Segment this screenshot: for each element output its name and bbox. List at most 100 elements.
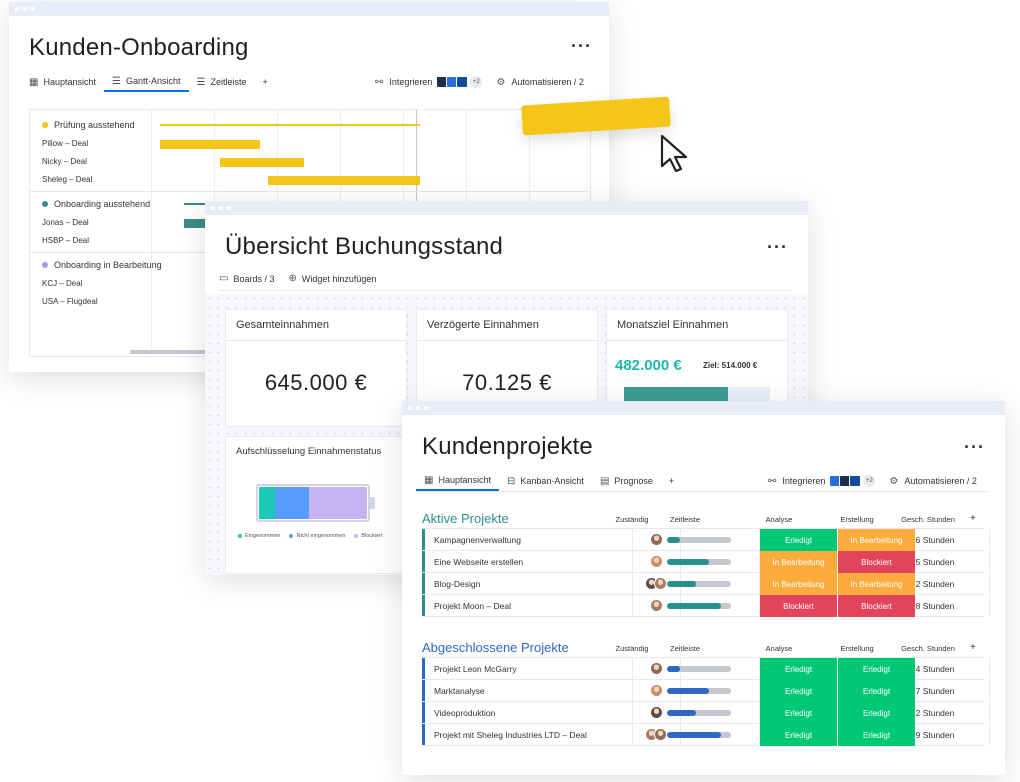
table-row[interactable]: Eine Webseite erstellen In Bearbeitung Blo… <box>422 551 990 573</box>
timeline-bar[interactable] <box>667 688 731 694</box>
avatar[interactable] <box>650 684 663 697</box>
status-analysis[interactable]: Erledigt <box>760 702 838 724</box>
gantt-item-label[interactable]: Sheleg – Deal <box>42 175 93 184</box>
estimated-hours[interactable]: 9 Stunden <box>915 730 955 740</box>
project-name[interactable]: Blog-Design <box>434 579 481 589</box>
more-options-icon[interactable]: ··· <box>767 237 788 257</box>
project-name[interactable]: Projekt Moon – Deal <box>434 601 512 611</box>
estimated-hours[interactable]: 4 Stunden <box>915 664 955 674</box>
more-options-icon[interactable]: ··· <box>571 36 592 56</box>
timeline-bar[interactable] <box>667 710 731 716</box>
timeline-bar[interactable] <box>667 732 731 738</box>
status-creation[interactable]: Blockiert <box>838 595 916 617</box>
estimated-hours[interactable]: 8 Stunden <box>915 601 955 611</box>
add-column-button[interactable]: + <box>970 642 976 653</box>
project-name[interactable]: Eine Webseite erstellen <box>434 557 524 567</box>
status-analysis[interactable]: In Bearbeitung <box>760 551 838 573</box>
table-row[interactable]: Marktanalyse Erledigt Erledigt 7 Stunden <box>422 680 990 702</box>
column-header-creation[interactable]: Erstellung <box>840 515 874 524</box>
avatar[interactable] <box>650 555 663 568</box>
gantt-bar[interactable] <box>160 140 260 149</box>
gantt-bar[interactable] <box>184 203 208 205</box>
automate-button[interactable]: Automatisieren / 2 <box>904 476 977 486</box>
status-creation[interactable]: Erledigt <box>838 702 916 724</box>
timeline-bar[interactable] <box>667 581 731 587</box>
timeline-bar[interactable] <box>667 559 731 565</box>
project-name[interactable]: Kampagnenverwaltung <box>434 535 521 545</box>
gantt-bar[interactable] <box>184 219 208 228</box>
group-title[interactable]: Aktive Projekte <box>422 511 509 526</box>
add-view-button[interactable]: + <box>262 77 268 87</box>
gantt-bar[interactable] <box>268 176 420 185</box>
column-header-owner[interactable]: Zuständig <box>615 515 649 524</box>
avatar[interactable] <box>654 728 667 741</box>
project-name[interactable]: Projekt Leon McGarry <box>434 664 517 674</box>
tab-forecast[interactable]: ▤ Prognose <box>599 475 653 487</box>
add-widget-button[interactable]: ⊕ Widget hinzufügen <box>288 273 377 284</box>
tab-gantt-view[interactable]: ☰ Gantt-Ansicht <box>104 72 189 92</box>
column-header-analysis[interactable]: Analyse <box>765 644 793 653</box>
tab-main-view[interactable]: ▦ Hauptansicht <box>416 471 499 491</box>
tab-kanban-view[interactable]: ⊟ Kanban-Ansicht <box>507 475 584 487</box>
table-row[interactable]: Projekt mit Sheleg Industries LTD – Deal… <box>422 724 990 746</box>
status-creation[interactable]: Erledigt <box>838 680 916 702</box>
status-analysis[interactable]: Erledigt <box>760 680 838 702</box>
timeline-bar[interactable] <box>667 537 731 543</box>
timeline-bar[interactable] <box>667 666 731 672</box>
table-row[interactable]: Projekt Leon McGarry Erledigt Erledigt 4 St… <box>422 658 990 680</box>
status-analysis[interactable]: Erledigt <box>760 658 838 680</box>
column-header-analysis[interactable]: Analyse <box>765 515 793 524</box>
estimated-hours[interactable]: 5 Stunden <box>915 557 955 567</box>
project-name[interactable]: Videoproduktion <box>434 708 496 718</box>
avatar[interactable] <box>650 599 663 612</box>
avatar[interactable] <box>654 577 667 590</box>
column-header-hours[interactable]: Gesch. Stunden <box>901 515 955 524</box>
status-creation[interactable]: Erledigt <box>838 658 916 680</box>
gantt-item-label[interactable]: Jonas – Deal <box>42 218 89 227</box>
table-row[interactable]: Blog-Design In Bearbeitung In Bearbeitung 2… <box>422 573 990 595</box>
avatar[interactable] <box>650 533 663 546</box>
status-creation[interactable]: In Bearbeitung <box>838 529 916 551</box>
column-header-owner[interactable]: Zuständig <box>615 644 649 653</box>
column-header-hours[interactable]: Gesch. Stunden <box>901 644 955 653</box>
add-column-button[interactable]: + <box>970 513 976 524</box>
gantt-bar[interactable] <box>160 124 420 126</box>
timeline-bar[interactable] <box>667 603 731 609</box>
gantt-item-label[interactable]: Nicky – Deal <box>42 157 87 166</box>
status-creation[interactable]: Erledigt <box>838 724 916 746</box>
column-header-timeline[interactable]: Zeitleiste <box>669 644 700 653</box>
estimated-hours[interactable]: 2 Stunden <box>915 708 955 718</box>
gantt-item-label[interactable]: HSBP – Deal <box>42 236 89 245</box>
gantt-group-header[interactable]: Onboarding in Bearbeitung <box>42 260 162 270</box>
tab-timeline[interactable]: ☰ Zeitleiste <box>196 76 247 88</box>
add-view-button[interactable]: + <box>668 476 675 486</box>
tab-main-view[interactable]: ▦ Hauptansicht <box>29 76 96 88</box>
status-creation[interactable]: In Bearbeitung <box>838 573 916 595</box>
automate-button[interactable]: Automatisieren / 2 <box>511 77 584 87</box>
boards-button[interactable]: ▭ Boards / 3 <box>219 273 275 284</box>
column-header-timeline[interactable]: Zeitleiste <box>669 515 700 524</box>
integrate-button[interactable]: Integrieren <box>782 476 826 486</box>
column-header-creation[interactable]: Erstellung <box>840 644 874 653</box>
gantt-item-label[interactable]: Pillow – Deal <box>42 139 89 148</box>
integrate-button[interactable]: Integrieren <box>389 77 433 87</box>
gantt-item-label[interactable]: USA – Flugdeal <box>42 297 98 306</box>
estimated-hours[interactable]: 7 Stunden <box>915 686 955 696</box>
gantt-group-header[interactable]: Prüfung ausstehend <box>42 120 135 130</box>
status-analysis[interactable]: Erledigt <box>760 724 838 746</box>
estimated-hours[interactable]: 2 Stunden <box>915 579 955 589</box>
revenue-breakdown-widget[interactable]: Aufschlüsselung Einnahmenstatus Eingenom… <box>225 436 407 574</box>
avatar[interactable] <box>650 706 663 719</box>
table-row[interactable]: Videoproduktion Erledigt Erledigt 2 Stunden <box>422 702 990 724</box>
estimated-hours[interactable]: 6 Stunden <box>915 535 955 545</box>
project-name[interactable]: Marktanalyse <box>434 686 485 696</box>
status-analysis[interactable]: Erledigt <box>760 529 838 551</box>
avatar[interactable] <box>650 662 663 675</box>
total-revenue-widget[interactable]: Gesamteinnahmen 645.000 € <box>225 309 407 427</box>
table-row[interactable]: Projekt Moon – Deal Blockiert Blockiert 8 S… <box>422 595 990 617</box>
gantt-item-label[interactable]: KCJ – Deal <box>42 279 83 288</box>
status-analysis[interactable]: Blockiert <box>760 595 838 617</box>
project-name[interactable]: Projekt mit Sheleg Industries LTD – Deal <box>434 730 587 740</box>
gantt-bar[interactable] <box>220 158 304 167</box>
more-options-icon[interactable]: ··· <box>964 437 985 457</box>
